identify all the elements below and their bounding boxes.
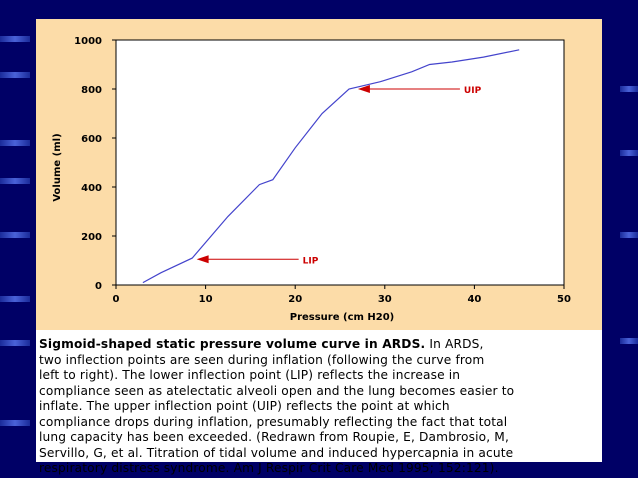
x-axis-label: Pressure (cm H20) xyxy=(290,312,395,323)
caption-line: two inflection points are seen during in… xyxy=(39,352,485,367)
caption-line: respiratory distress syndrome. Am J Resp… xyxy=(39,461,499,475)
slide-stripe xyxy=(0,296,30,302)
x-tick-label: 20 xyxy=(288,294,302,305)
caption-line: In ARDS, xyxy=(425,337,484,351)
caption-line: lung capacity has been exceeded. (Redraw… xyxy=(39,430,509,444)
slide-stripe xyxy=(0,140,30,146)
slide-stripe xyxy=(620,86,638,92)
caption-line: Servillo, G, et al. Titration of tidal v… xyxy=(39,445,514,460)
slide-stripe xyxy=(0,340,30,346)
x-tick-label: 10 xyxy=(199,294,213,305)
slide-stripe xyxy=(0,232,30,238)
series-line xyxy=(142,49,520,284)
x-tick-label: 30 xyxy=(378,294,392,305)
annotation-arrowhead xyxy=(357,85,370,93)
x-tick-label: 40 xyxy=(467,294,481,305)
caption-line: inflate. The upper inflection point (UIP… xyxy=(39,399,450,413)
slide-stripe xyxy=(0,72,30,78)
x-tick-label: 0 xyxy=(113,294,120,305)
slide-stripe xyxy=(0,420,30,426)
caption-line: compliance seen as atelectatic alveoli o… xyxy=(39,383,515,398)
y-tick-label: 400 xyxy=(81,183,102,194)
caption-line: compliance drops during inflation, presu… xyxy=(39,414,508,429)
plot-frame xyxy=(115,39,565,286)
slide-stripe xyxy=(620,150,638,156)
y-tick-label: 200 xyxy=(81,232,102,243)
annotation-label: UIP xyxy=(464,86,482,96)
y-axis-label: Volume (ml) xyxy=(52,133,63,201)
slide-stripe xyxy=(620,232,638,238)
figure-panel: 0 200 400 600 800 1000 0 10 20 30 40 50 Pressure (cm… xyxy=(36,19,602,475)
pressure-volume-chart: 0 200 400 600 800 1000 0 10 20 30 40 50 Pressure (cm… xyxy=(52,36,571,323)
y-tick-label: 1000 xyxy=(74,36,102,47)
x-tick-label: 50 xyxy=(557,294,571,305)
annotation-label: LIP xyxy=(303,256,319,266)
caption-line: left to right). The lower inflection poi… xyxy=(39,368,461,382)
slide-stripe xyxy=(0,178,30,184)
y-tick-label: 0 xyxy=(95,281,102,292)
chart-area: 0 200 400 600 800 1000 0 10 20 30 40 50 Pressure (cm… xyxy=(36,19,602,330)
y-tick-label: 800 xyxy=(81,85,102,96)
y-tick-label: 600 xyxy=(81,134,102,145)
caption-line-first: Sigmoid-shaped static pressure volume cu… xyxy=(39,337,601,353)
figure-caption: Sigmoid-shaped static pressure volume cu… xyxy=(39,337,601,477)
caption-title: Sigmoid-shaped static pressure volume cu… xyxy=(39,337,426,351)
annotation-arrowhead xyxy=(196,255,209,264)
slide-stripe xyxy=(0,36,30,42)
slide-stripe xyxy=(620,338,638,344)
